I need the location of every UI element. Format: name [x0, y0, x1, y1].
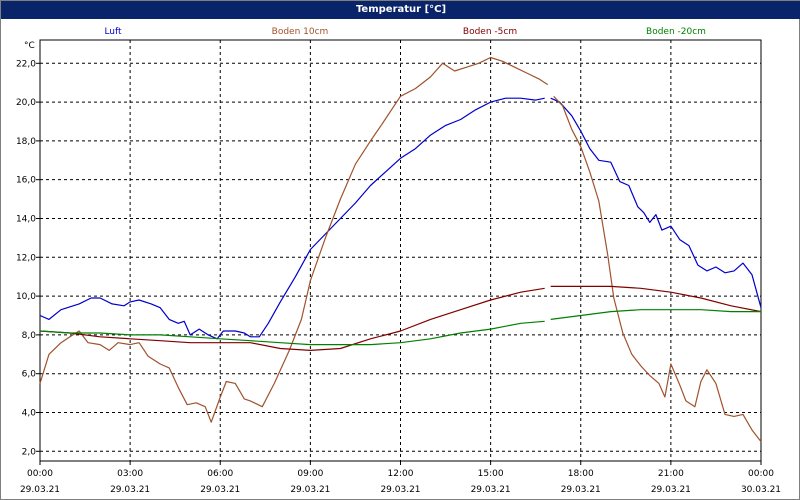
x-tick-time: 15:00 — [478, 469, 504, 479]
y-tick-label: 2,0 — [22, 447, 37, 457]
y-tick-label: 16,0 — [16, 176, 36, 186]
y-tick-label: 6,0 — [22, 370, 37, 380]
window-title: Temperatur [°C] — [1, 1, 800, 19]
y-tick-label: 12,0 — [16, 253, 36, 263]
x-tick-date: 29.03.21 — [471, 485, 511, 495]
x-tick-date: 29.03.21 — [651, 485, 691, 495]
x-tick-time: 06:00 — [207, 469, 233, 479]
series-line-boden-10cm-seg2 — [553, 95, 762, 442]
y-tick-label: 18,0 — [16, 137, 36, 147]
x-tick-date: 30.03.21 — [741, 485, 781, 495]
legend-entry: Boden -5cm — [463, 27, 517, 37]
x-tick-date: 29.03.21 — [290, 485, 330, 495]
x-tick-date: 29.03.21 — [20, 485, 60, 495]
x-tick-date: 29.03.21 — [380, 485, 420, 495]
x-tick-time: 21:00 — [658, 469, 684, 479]
x-tick-date: 29.03.21 — [200, 485, 240, 495]
x-tick-time: 09:00 — [297, 469, 323, 479]
y-tick-label: 22,0 — [16, 59, 36, 69]
legend-entry: Boden -20cm — [646, 27, 706, 37]
y-axis-ticks: 2,0 4,0 6,0 8,0 10,0 12,0 14,0 16,0 18,0 20,0 22,0 — [16, 59, 40, 457]
series-line-boden-20cm-seg2 — [550, 309, 761, 320]
series-line-luft-seg2 — [550, 97, 762, 308]
series-line-boden-20cm-seg1 — [39, 320, 545, 346]
series-line-luft-seg1 — [39, 97, 545, 340]
series-line-boden-5cm-seg1 — [39, 287, 545, 351]
x-tick-time: 03:00 — [117, 469, 143, 479]
x-tick-time: 18:00 — [568, 469, 594, 479]
x-tick-time: 00:00 — [748, 469, 774, 479]
y-tick-label: 8,0 — [22, 331, 37, 341]
y-tick-label: 4,0 — [22, 408, 37, 418]
y-axis-unit-label: °C — [24, 41, 35, 51]
series-line-boden-10cm-seg1 — [39, 56, 549, 423]
legend-entry: Luft — [104, 27, 122, 37]
y-tick-label: 20,0 — [16, 98, 36, 108]
legend: Luft Boden 10cm Boden -5cm Boden -20cm — [104, 27, 706, 37]
x-tick-time: 00:00 — [27, 469, 53, 479]
x-axis-ticks: 00:00 29.03.21 03:00 29.03.21 06:00 29.03.21 0… — [20, 461, 781, 495]
y-tick-label: 14,0 — [16, 214, 36, 224]
series-line-boden-5cm-seg2 — [550, 285, 762, 313]
legend-entry: Boden 10cm — [272, 27, 329, 37]
x-tick-time: 12:00 — [388, 469, 414, 479]
y-tick-label: 10,0 — [16, 292, 36, 302]
series-lines — [39, 56, 762, 442]
x-tick-date: 29.03.21 — [110, 485, 150, 495]
x-tick-date: 29.03.21 — [561, 485, 601, 495]
